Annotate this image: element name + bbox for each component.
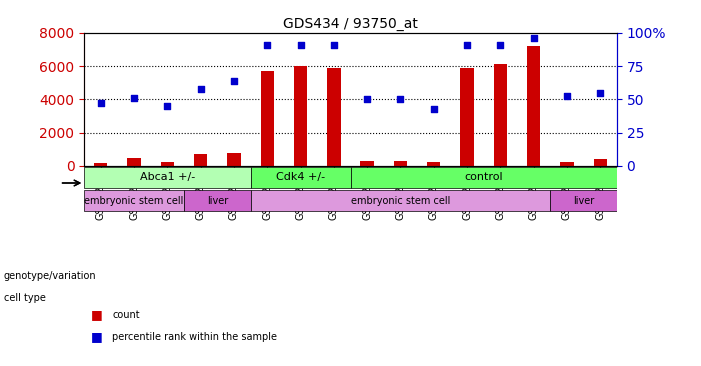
- Bar: [461, 68, 474, 166]
- Text: control: control: [464, 172, 503, 182]
- Bar: [261, 71, 274, 166]
- Point: [328, 42, 339, 48]
- Text: Abca1 +/-: Abca1 +/-: [139, 172, 195, 182]
- Point: [162, 103, 173, 109]
- Bar: [527, 46, 540, 166]
- Bar: [294, 66, 307, 166]
- Point: [528, 35, 539, 41]
- Text: percentile rank within the sample: percentile rank within the sample: [112, 332, 277, 342]
- Bar: [94, 163, 107, 166]
- Point: [128, 95, 139, 101]
- Point: [594, 90, 606, 96]
- Bar: [360, 161, 374, 166]
- FancyBboxPatch shape: [550, 190, 617, 211]
- Point: [229, 78, 240, 84]
- Point: [395, 96, 406, 102]
- Text: ■: ■: [91, 330, 103, 343]
- Point: [195, 86, 206, 92]
- FancyBboxPatch shape: [350, 167, 617, 188]
- Text: liver: liver: [573, 196, 594, 206]
- Text: embryonic stem cell: embryonic stem cell: [84, 196, 184, 206]
- Text: liver: liver: [207, 196, 228, 206]
- Text: embryonic stem cell: embryonic stem cell: [350, 196, 450, 206]
- Title: GDS434 / 93750_at: GDS434 / 93750_at: [283, 16, 418, 30]
- Bar: [227, 153, 240, 166]
- Text: Cdk4 +/-: Cdk4 +/-: [276, 172, 325, 182]
- Bar: [327, 68, 341, 166]
- Text: cell type: cell type: [4, 293, 46, 303]
- FancyBboxPatch shape: [251, 190, 550, 211]
- Point: [95, 100, 107, 106]
- Bar: [427, 163, 440, 166]
- Point: [362, 96, 373, 102]
- FancyBboxPatch shape: [251, 167, 350, 188]
- Bar: [560, 163, 573, 166]
- Text: count: count: [112, 310, 139, 320]
- FancyBboxPatch shape: [84, 167, 251, 188]
- Bar: [161, 163, 174, 166]
- Text: genotype/variation: genotype/variation: [4, 271, 96, 281]
- Bar: [194, 154, 207, 166]
- Point: [295, 42, 306, 48]
- Point: [562, 93, 573, 99]
- Bar: [594, 160, 607, 166]
- Point: [428, 107, 440, 112]
- Text: ■: ■: [91, 308, 103, 321]
- Point: [495, 42, 506, 48]
- Bar: [494, 64, 507, 166]
- FancyBboxPatch shape: [184, 190, 251, 211]
- Point: [261, 42, 273, 48]
- Bar: [394, 161, 407, 166]
- Point: [461, 42, 472, 48]
- FancyBboxPatch shape: [84, 190, 184, 211]
- Bar: [128, 158, 141, 166]
